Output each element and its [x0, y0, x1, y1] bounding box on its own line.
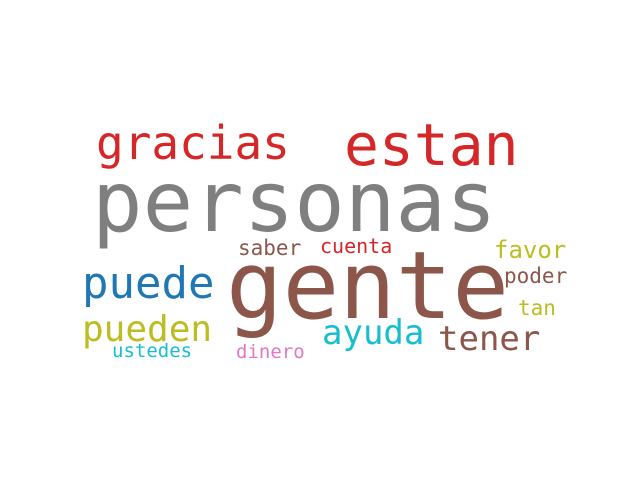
word-dinero: dinero — [236, 341, 305, 363]
word-pueden: pueden — [82, 309, 213, 350]
word-puede: puede — [82, 258, 215, 309]
word-estan: estan — [344, 111, 519, 179]
word-poder: poder — [504, 264, 568, 288]
word-tener: tener — [438, 319, 541, 359]
word-ustedes: ustedes — [112, 340, 193, 362]
word-favor: favor — [494, 236, 567, 264]
word-gente: gente — [226, 232, 509, 341]
word-saber: saber — [238, 236, 302, 260]
word-cuenta: cuenta — [320, 234, 393, 258]
word-personas: personas — [92, 153, 497, 251]
word-gracias: gracias — [96, 116, 290, 170]
word-tan: tan — [518, 296, 556, 320]
word-ayuda: ayuda — [322, 313, 425, 353]
